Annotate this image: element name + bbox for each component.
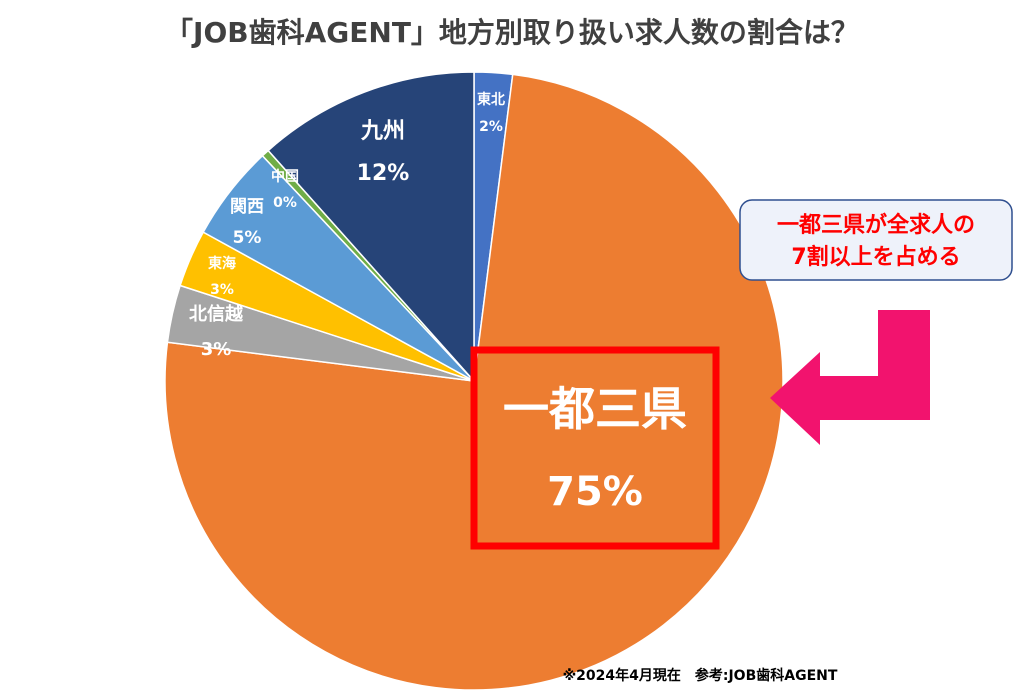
callout-line-1: 一都三県が全求人の	[777, 212, 975, 238]
label-kansai-pct: 5%	[233, 228, 262, 248]
highlight-box	[470, 346, 720, 550]
footer-note: ※2024年4月現在 参考:JOB歯科AGENT	[563, 667, 838, 684]
label-tokai-name: 東海	[208, 255, 236, 272]
label-main-name: 一都三県	[503, 382, 687, 436]
label-kyushu-pct: 12%	[357, 161, 410, 186]
label-tohoku-pct: 2%	[479, 119, 503, 135]
pie-labels: 東北 2% 九州 12% 中国 0% 関西 5% 東海 3% 北信越 3%	[189, 91, 505, 360]
label-tohoku-name: 東北	[477, 91, 505, 108]
pie-slice-kyushu	[267, 71, 475, 383]
label-chugoku-name: 中国	[271, 168, 299, 185]
label-chugoku-pct: 0%	[273, 195, 297, 211]
callout-line-2: 7割以上を占める	[791, 244, 960, 270]
pointer-arrow	[770, 310, 930, 445]
label-kansai-name: 関西	[230, 197, 264, 217]
label-hokushinetsu-name: 北信越	[189, 303, 244, 325]
label-tokai-pct: 3%	[210, 282, 234, 298]
label-hokushinetsu-pct: 3%	[201, 339, 232, 360]
chart-title: 「JOB歯科AGENT」地方別取り扱い求人数の割合は？	[165, 16, 859, 49]
label-main-pct: 75%	[547, 469, 643, 515]
label-kyushu-name: 九州	[360, 119, 405, 144]
callout-box	[739, 199, 1013, 281]
